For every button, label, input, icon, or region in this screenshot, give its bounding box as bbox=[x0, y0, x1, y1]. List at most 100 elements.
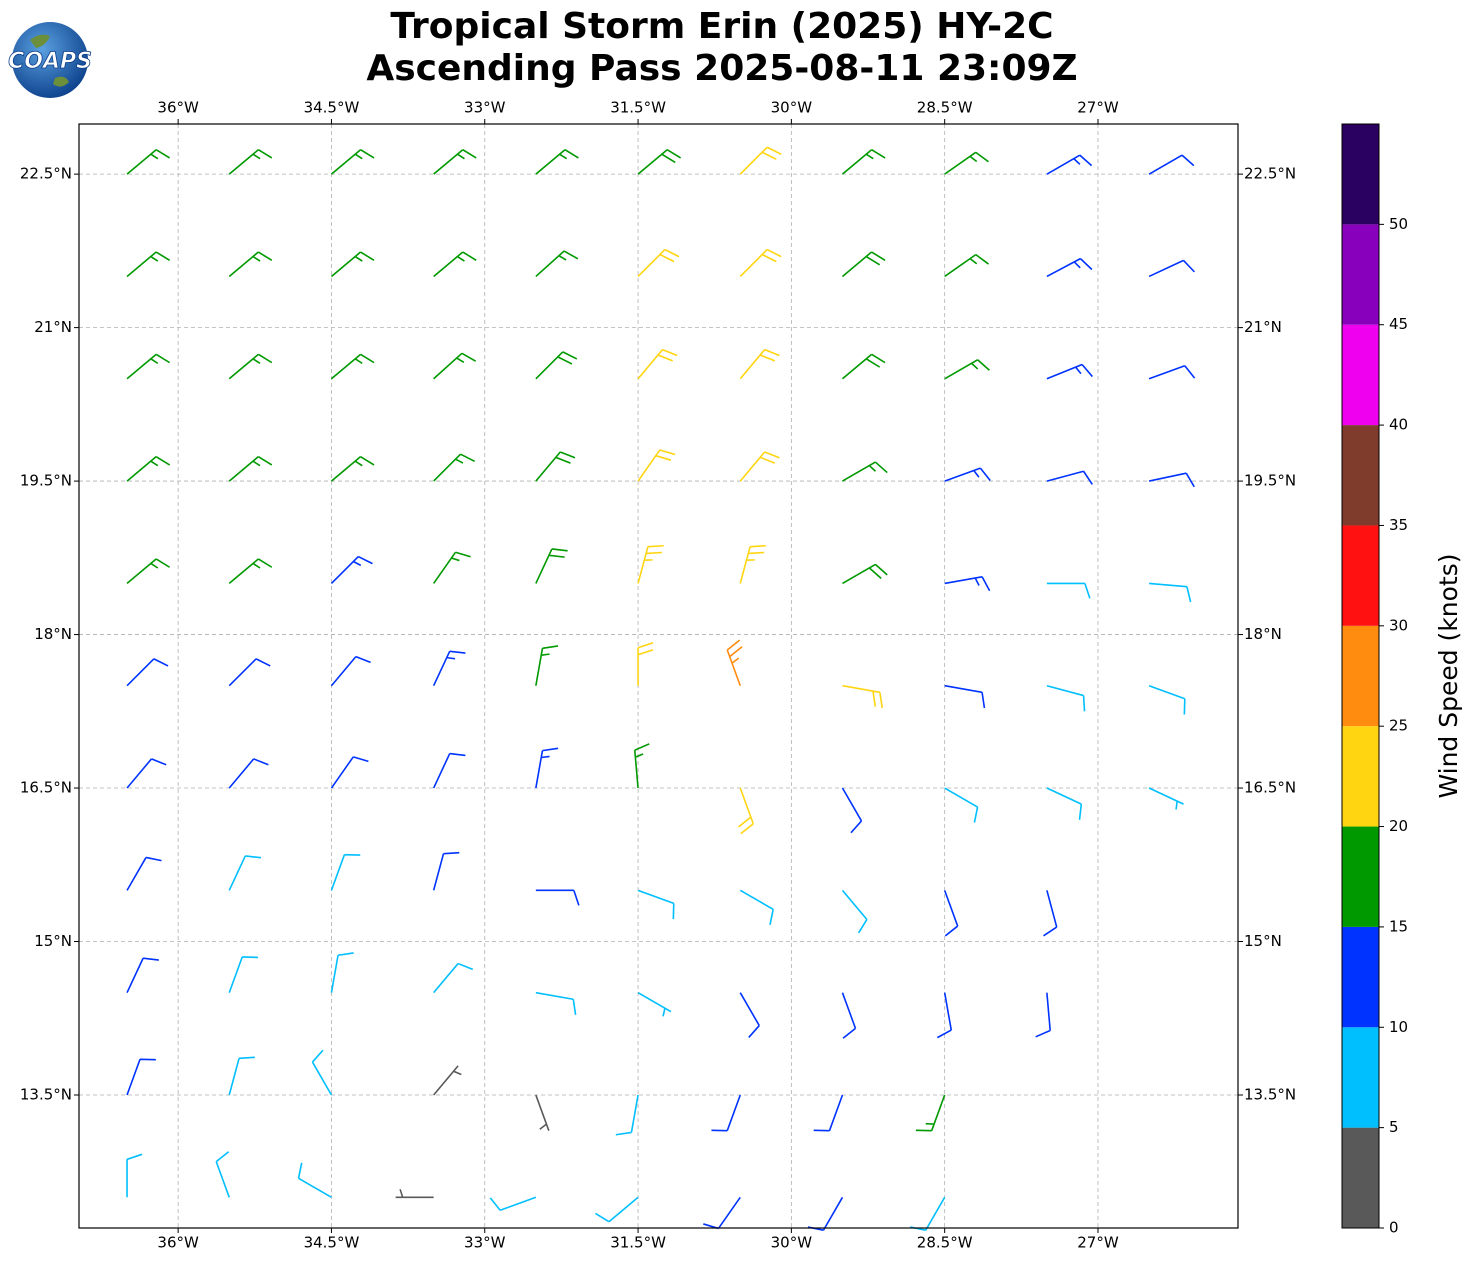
colorbar-tick-label: 25 bbox=[1389, 717, 1408, 735]
map-frame bbox=[78, 123, 1239, 1229]
x-tick-label: 34.5°W bbox=[304, 1234, 360, 1252]
wind-barb bbox=[637, 248, 680, 278]
y-tick-label: 19.5°N bbox=[20, 472, 72, 490]
wind-barb bbox=[841, 992, 857, 1039]
wind-barb bbox=[637, 348, 678, 380]
wind-barb bbox=[228, 558, 273, 585]
colorbar-segment bbox=[1342, 324, 1379, 426]
wind-barb bbox=[432, 851, 460, 891]
wind-barb bbox=[535, 548, 568, 584]
wind-barb bbox=[535, 889, 580, 906]
wind-barb bbox=[637, 641, 654, 686]
wind-barb bbox=[330, 353, 375, 380]
wind-barb bbox=[944, 151, 989, 175]
colorbar-tick-label: 35 bbox=[1389, 516, 1408, 534]
wind-barb bbox=[633, 743, 650, 789]
colorbar-segment bbox=[1342, 726, 1379, 827]
wind-barb bbox=[330, 555, 373, 584]
wind-barb bbox=[535, 991, 577, 1016]
wind-barb bbox=[842, 684, 884, 709]
x-tick-label: 33°W bbox=[464, 99, 506, 117]
wind-barb bbox=[813, 1094, 844, 1132]
wind-barb bbox=[433, 352, 477, 380]
wind-barb bbox=[1046, 257, 1093, 278]
y-tick-label: 16.5°N bbox=[1244, 779, 1296, 797]
x-tick-label: 28.5°W bbox=[917, 1234, 973, 1252]
wind-barb bbox=[842, 461, 888, 482]
wind-barb bbox=[228, 251, 273, 278]
colorbar-segment bbox=[1342, 525, 1379, 626]
wind-barb bbox=[1046, 363, 1093, 380]
map-area bbox=[79, 124, 1238, 1231]
wind-barb bbox=[330, 251, 375, 278]
x-tick-label: 27°W bbox=[1077, 1234, 1119, 1252]
colorbar-frame bbox=[1341, 123, 1380, 1229]
wind-barb bbox=[739, 248, 782, 278]
wind-barb bbox=[228, 353, 273, 380]
x-tick-label: 27°W bbox=[1077, 99, 1119, 117]
wind-barb bbox=[126, 455, 171, 482]
y-tick-label: 19.5°N bbox=[1244, 472, 1296, 490]
wind-barb bbox=[126, 1058, 156, 1096]
wind-barb bbox=[330, 853, 361, 891]
wind-barb bbox=[432, 551, 471, 584]
colorbar-segment bbox=[1342, 1027, 1379, 1128]
colorbar-segment bbox=[1342, 826, 1379, 927]
wind-barb bbox=[228, 455, 273, 482]
wind-barb bbox=[1148, 365, 1196, 380]
colorbar-tick-label: 5 bbox=[1389, 1118, 1399, 1136]
wind-barb bbox=[944, 684, 986, 709]
wind-barb bbox=[432, 752, 466, 789]
colorbar-tick-label: 45 bbox=[1389, 315, 1408, 333]
wind-barb bbox=[739, 451, 780, 482]
wind-barb bbox=[433, 962, 474, 994]
wind-barb bbox=[1148, 684, 1186, 715]
wind-barb bbox=[739, 544, 766, 584]
x-tick-label: 34.5°W bbox=[304, 99, 360, 117]
wind-barb bbox=[228, 758, 269, 789]
logo-text: COAPS bbox=[8, 49, 92, 74]
colorbar-tick-label: 40 bbox=[1389, 416, 1408, 434]
wind-barb bbox=[637, 544, 664, 584]
wind-barb bbox=[535, 747, 559, 789]
wind-barb bbox=[1148, 154, 1195, 175]
wind-barb bbox=[433, 251, 477, 278]
wind-barb bbox=[944, 467, 991, 482]
wind-barb bbox=[228, 956, 259, 993]
y-tick-label: 21°N bbox=[34, 318, 72, 336]
x-tick-label: 28.5°W bbox=[917, 99, 973, 117]
wind-barb bbox=[126, 558, 171, 585]
chart-subtitle: Ascending Pass 2025-08-11 23:09Z bbox=[366, 48, 1077, 89]
y-tick-label: 22.5°N bbox=[20, 165, 72, 183]
y-tick-label: 16.5°N bbox=[20, 779, 72, 797]
wind-barb bbox=[841, 353, 886, 380]
y-tick-label: 18°N bbox=[1244, 625, 1282, 643]
chart-title: Tropical Storm Erin (2025) HY-2C bbox=[390, 6, 1053, 47]
wind-barb bbox=[737, 787, 755, 835]
colorbar-segment bbox=[1342, 124, 1379, 225]
wind-barb bbox=[841, 787, 863, 834]
wind-barb bbox=[126, 1153, 143, 1198]
wind-barb bbox=[228, 149, 273, 175]
wind-barb bbox=[1148, 787, 1184, 810]
wind-barb bbox=[637, 149, 682, 175]
y-tick-label: 21°N bbox=[1244, 318, 1282, 336]
wind-barb bbox=[726, 639, 743, 686]
wind-barb bbox=[311, 1049, 333, 1096]
x-tick-label: 33°W bbox=[464, 1234, 506, 1252]
wind-barb bbox=[841, 251, 886, 278]
wind-barb bbox=[535, 149, 579, 175]
wind-barb bbox=[842, 563, 888, 585]
wind-barb bbox=[739, 889, 774, 926]
x-tick-label: 30°W bbox=[771, 99, 813, 117]
colorbar-tick-label: 50 bbox=[1389, 215, 1408, 233]
y-tick-label: 13.5°N bbox=[20, 1085, 72, 1103]
wind-barb bbox=[330, 455, 375, 482]
wind-barb bbox=[433, 453, 476, 482]
wind-barb bbox=[841, 149, 886, 175]
colorbar-segment bbox=[1342, 625, 1379, 727]
x-tick-label: 36°W bbox=[157, 99, 199, 117]
y-tick-label: 15°N bbox=[1244, 932, 1282, 950]
wind-barb bbox=[535, 451, 576, 482]
